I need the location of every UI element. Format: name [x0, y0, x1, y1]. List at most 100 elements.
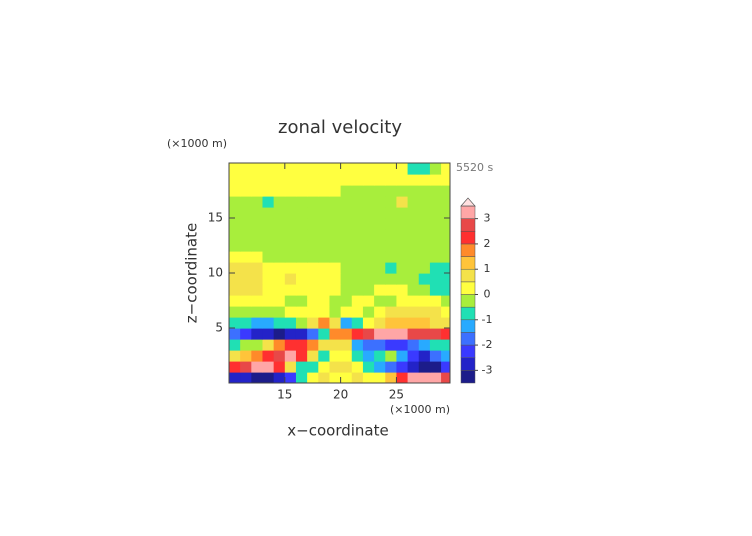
contour-cell — [374, 317, 386, 329]
contour-cell — [396, 295, 409, 307]
contour-cell — [429, 163, 442, 175]
contour-cell — [229, 350, 241, 362]
colorbar-band — [460, 319, 476, 333]
contour-cell — [385, 174, 398, 186]
contour-cell — [262, 273, 275, 285]
contour-cell — [362, 185, 375, 197]
contour-cell — [374, 240, 386, 252]
contour-cell — [340, 196, 353, 208]
contour-cell — [295, 273, 308, 285]
contour-cell — [407, 207, 420, 219]
colorbar-extend — [460, 197, 476, 207]
contour-cell — [418, 372, 431, 383]
contour-cell — [273, 218, 286, 230]
contour-cell — [273, 339, 286, 351]
contour-cell — [318, 207, 331, 219]
contour-cell — [351, 306, 364, 318]
contour-cell — [340, 350, 353, 362]
contour-cell — [351, 262, 364, 274]
contour-cell — [441, 273, 450, 285]
contour-cell — [418, 207, 431, 219]
contour-cell — [295, 185, 308, 197]
contour-cell — [318, 262, 331, 274]
contour-cell — [273, 372, 286, 383]
contour-cell — [240, 372, 252, 383]
x-unit: (×1000 m) — [390, 403, 450, 416]
contour-cell — [295, 361, 308, 373]
contour-cell — [385, 295, 398, 307]
contour-cell — [240, 251, 252, 263]
contour-cell — [329, 295, 342, 307]
y-tick-label: 15 — [208, 211, 223, 225]
contour-cell — [385, 163, 398, 175]
contour-cell — [273, 251, 286, 263]
contour-cell — [262, 328, 275, 340]
colorbar-tick-label: 3 — [484, 212, 491, 225]
contour-cell — [318, 284, 331, 296]
contour-cell — [295, 295, 308, 307]
contour-cell — [418, 196, 431, 208]
contour-cell — [340, 273, 353, 285]
contour-cell — [351, 174, 364, 186]
contour-cell — [429, 174, 442, 186]
contour-cell — [284, 372, 297, 383]
contour-cell — [273, 295, 286, 307]
contour-cell — [295, 174, 308, 186]
contour-cell — [318, 185, 331, 197]
colorbar-band — [460, 332, 476, 346]
contour-cell — [295, 350, 308, 362]
contour-cell — [396, 361, 409, 373]
contour-cell — [262, 372, 275, 383]
contour-cell — [262, 284, 275, 296]
contour-cell — [229, 207, 241, 219]
contour-cell — [385, 262, 398, 274]
contour-cell — [374, 361, 386, 373]
contour-cell — [385, 240, 398, 252]
contour-cell — [407, 306, 420, 318]
contour-cell — [273, 185, 286, 197]
contour-cell — [351, 251, 364, 263]
contour-cell — [418, 240, 431, 252]
contour-cell — [429, 317, 442, 329]
contour-cell — [418, 273, 431, 285]
contour-cell — [229, 229, 241, 241]
contour-cell — [284, 251, 297, 263]
contour-cell — [418, 185, 431, 197]
contour-cell — [374, 295, 386, 307]
contour-cell — [307, 295, 319, 307]
contour-cell — [374, 218, 386, 230]
contour-cell — [407, 229, 420, 241]
contour-cell — [307, 185, 319, 197]
contour-cell — [307, 251, 319, 263]
contour-cell — [351, 372, 364, 383]
contour-cell — [329, 339, 342, 351]
contour-cell — [407, 196, 420, 208]
colorbar-band — [460, 256, 476, 270]
contour-cell — [284, 196, 297, 208]
contour-cell — [273, 229, 286, 241]
contour-cell — [284, 185, 297, 197]
contour-cell — [251, 328, 264, 340]
contour-cell — [362, 306, 375, 318]
contour-cell — [429, 240, 442, 252]
contour-cell — [418, 328, 431, 340]
contour-cell — [251, 306, 264, 318]
contour-cell — [318, 251, 331, 263]
contour-cell — [284, 229, 297, 241]
contour-cell — [307, 328, 319, 340]
contour-cell — [273, 163, 286, 175]
contour-cell — [262, 218, 275, 230]
contour-cell — [307, 229, 319, 241]
contour-cell — [318, 372, 331, 383]
contour-cell — [284, 295, 297, 307]
contour-cell — [273, 306, 286, 318]
contour-cell — [318, 317, 331, 329]
contour-cell — [396, 251, 409, 263]
contour-cell — [240, 207, 252, 219]
contour-cell — [262, 306, 275, 318]
contour-cell — [229, 295, 241, 307]
contour-cell — [229, 185, 241, 197]
contour-cell — [351, 317, 364, 329]
contour-cell — [229, 339, 241, 351]
contour-cell — [396, 273, 409, 285]
